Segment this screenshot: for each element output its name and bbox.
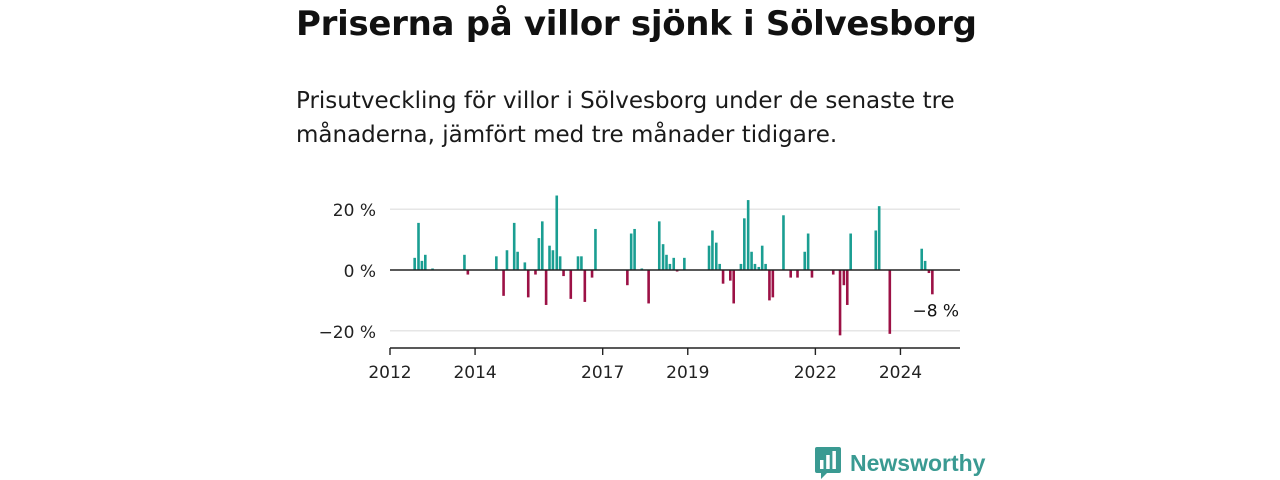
bar — [842, 270, 846, 286]
bar — [558, 256, 562, 270]
bar — [647, 270, 650, 304]
page-subtitle: Prisutveckling för villor i Sölvesborg u… — [296, 88, 955, 148]
bar-series — [413, 195, 934, 336]
bar — [626, 270, 629, 286]
bar — [495, 256, 498, 270]
bar — [668, 263, 672, 270]
bar — [771, 270, 775, 298]
bar — [739, 263, 743, 270]
bar — [516, 251, 519, 270]
bar — [927, 270, 931, 274]
bar — [753, 263, 757, 270]
bar — [505, 250, 509, 270]
bar — [590, 270, 594, 278]
bar — [420, 260, 424, 270]
bar — [874, 230, 878, 270]
bar — [721, 270, 725, 284]
bar — [540, 221, 544, 270]
bar — [548, 245, 551, 270]
bar — [732, 270, 736, 304]
bar — [796, 270, 799, 278]
bar — [580, 256, 583, 270]
bar — [718, 263, 721, 270]
brand-name: Newsworthy — [850, 449, 986, 476]
bar — [672, 257, 676, 270]
x-tick-label: 2024 — [879, 363, 922, 383]
x-tick-label: 2019 — [666, 363, 709, 383]
bar — [629, 233, 633, 270]
bar — [849, 233, 852, 270]
axis-labels: −20 % 0 % 20 % 2012 2014 2017 2019 2022 2024 −8 % — [319, 201, 960, 383]
bar — [463, 254, 466, 270]
bar — [803, 251, 807, 270]
bar — [845, 270, 849, 305]
bar — [633, 228, 636, 270]
bar-chart: −20 % 0 % 20 % 2012 2014 2017 2019 2022 2024 −8 % — [319, 195, 960, 383]
bar — [537, 238, 541, 270]
bar — [534, 270, 537, 275]
bar — [555, 195, 559, 270]
bar — [768, 270, 771, 301]
bar — [714, 242, 718, 270]
bar — [661, 244, 665, 270]
bar — [810, 270, 814, 278]
bar — [640, 268, 644, 270]
bar — [583, 270, 587, 302]
bar — [888, 270, 892, 334]
bar — [711, 230, 714, 270]
newsworthy-logo[interactable]: Newsworthy — [814, 446, 985, 480]
bar — [424, 254, 427, 270]
bar — [757, 266, 761, 270]
bar — [657, 221, 661, 270]
bar — [413, 257, 416, 270]
bar — [544, 270, 548, 305]
bar — [594, 228, 597, 270]
bar — [683, 257, 686, 270]
axes — [389, 269, 960, 355]
bar — [675, 270, 679, 272]
bar — [417, 222, 420, 270]
bar — [569, 270, 573, 299]
bar — [562, 270, 565, 277]
bar — [746, 200, 750, 270]
bar — [707, 245, 711, 270]
page-title: Priserna på villor sjönk i Sölvesborg — [296, 4, 977, 44]
bar — [782, 215, 785, 270]
bar — [728, 270, 732, 281]
x-tick-label: 2014 — [453, 363, 496, 383]
bar — [931, 270, 934, 295]
bar — [466, 270, 470, 275]
y-tick-label: −20 % — [319, 323, 376, 343]
newsworthy-logo-icon — [815, 447, 841, 479]
bar — [923, 260, 927, 270]
last-value-annotation: −8 % — [912, 301, 959, 321]
bar — [789, 270, 793, 278]
bar — [743, 218, 746, 270]
grid-lines — [390, 208, 960, 332]
bar — [920, 248, 924, 270]
x-tick-label: 2017 — [581, 363, 624, 383]
bar — [838, 270, 842, 336]
y-tick-label: 0 % — [344, 262, 376, 282]
bar — [831, 270, 835, 275]
bar — [551, 250, 555, 270]
x-tick-label: 2012 — [368, 363, 411, 383]
bar — [526, 270, 530, 298]
x-tick-label: 2022 — [794, 363, 837, 383]
bar — [512, 222, 516, 270]
bar — [750, 251, 753, 270]
bar — [523, 262, 527, 270]
bar — [806, 233, 810, 270]
bar — [502, 270, 505, 296]
bar — [431, 268, 434, 270]
y-tick-label: 20 % — [333, 201, 376, 221]
bar — [764, 263, 767, 270]
bar — [665, 254, 668, 270]
bar — [760, 245, 764, 270]
bar — [877, 206, 881, 270]
bar — [576, 256, 580, 270]
